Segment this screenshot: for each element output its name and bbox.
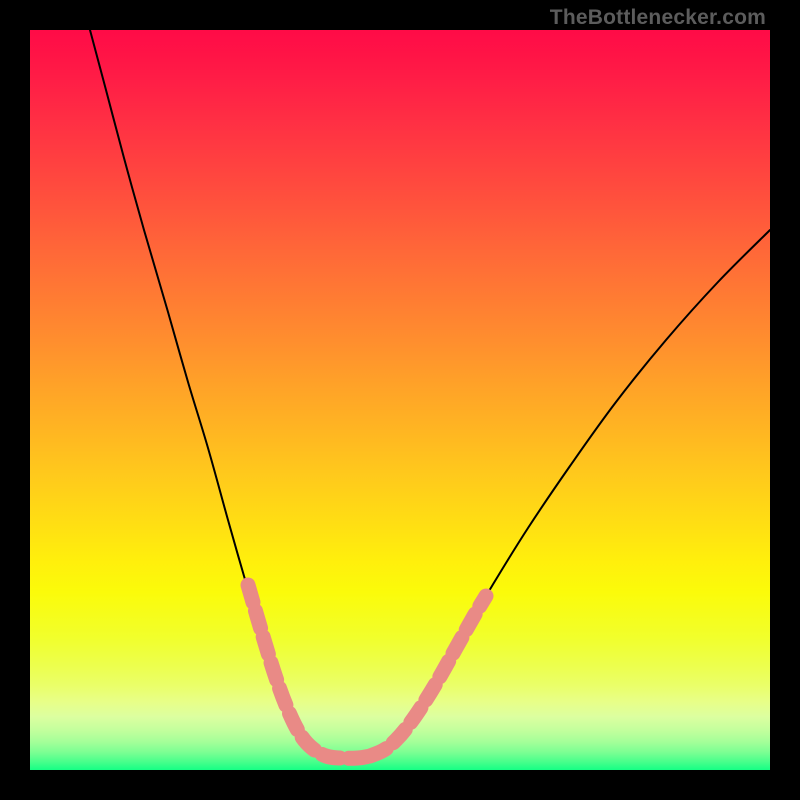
curve-layer — [30, 30, 770, 770]
overlay-right-segment — [370, 596, 486, 756]
v-curve — [90, 30, 770, 759]
overlay-left-segment — [248, 585, 370, 758]
watermark-label: TheBottlenecker.com — [550, 6, 766, 30]
plot-area — [30, 30, 770, 770]
outer-frame: TheBottlenecker.com — [0, 0, 800, 800]
